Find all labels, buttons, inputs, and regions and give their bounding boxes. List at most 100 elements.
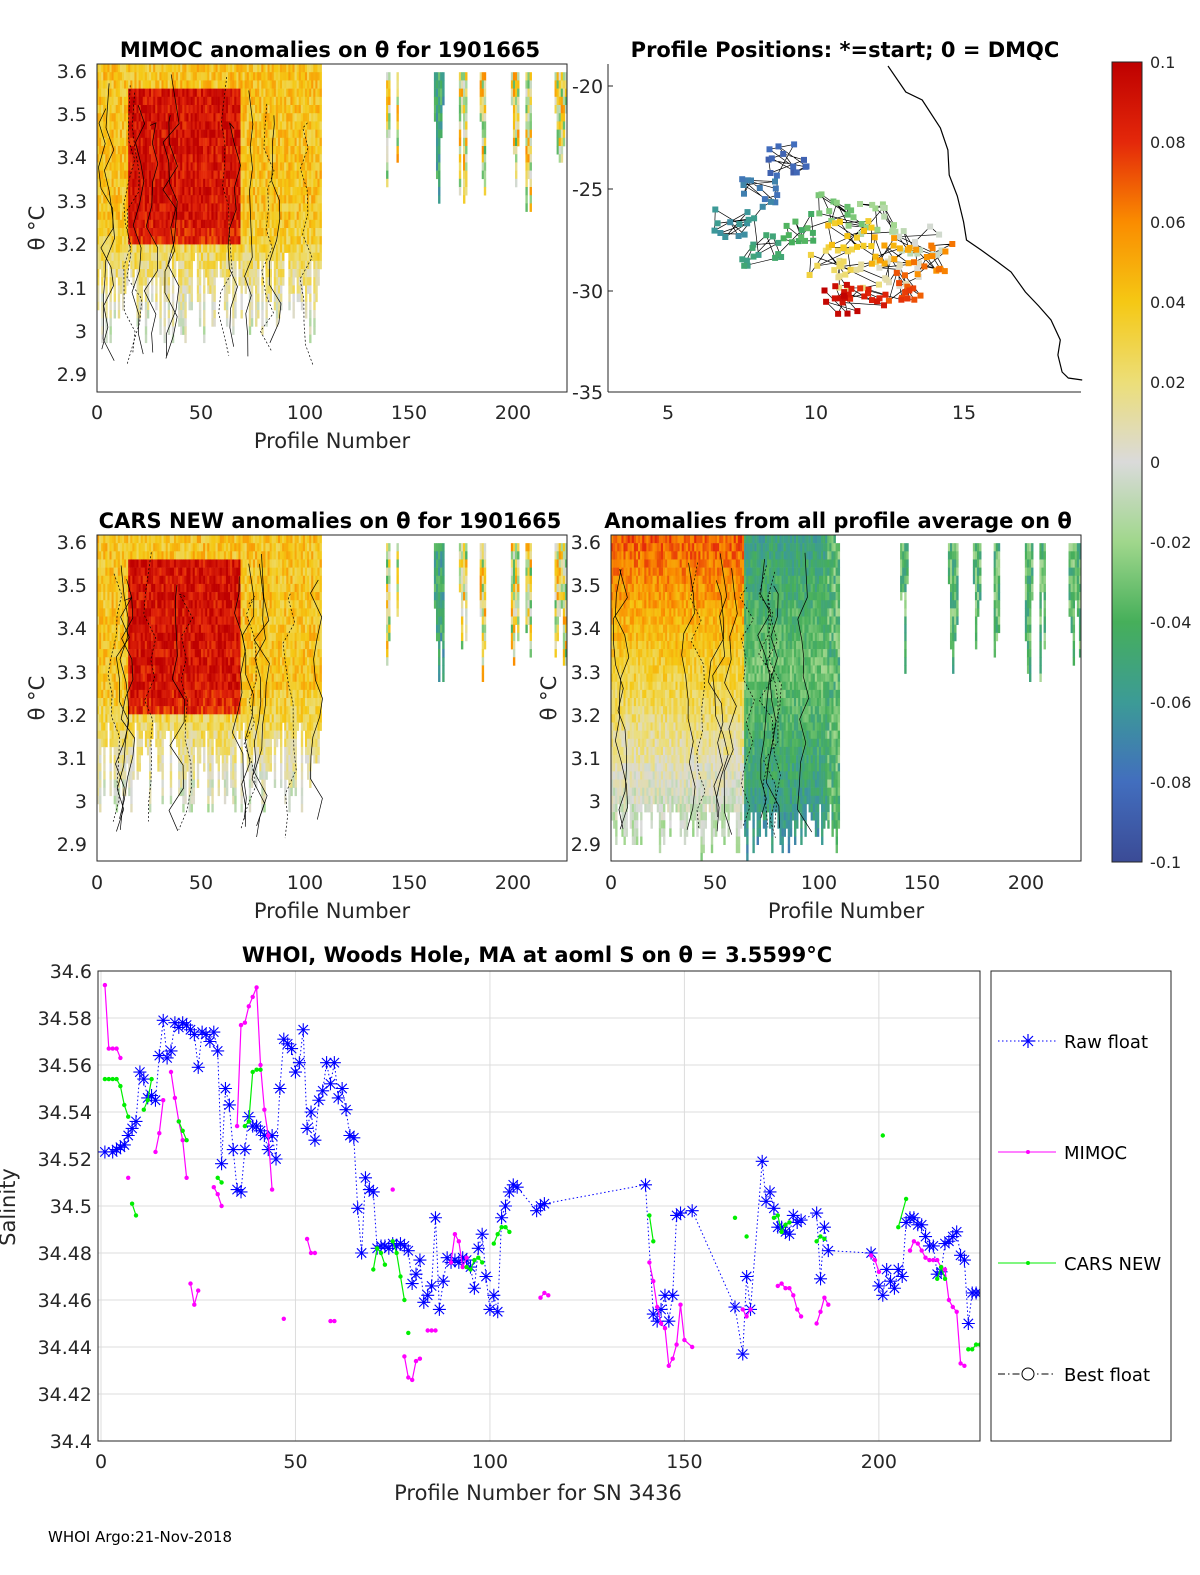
heatmap-cell	[140, 146, 144, 155]
heatmap-cell	[213, 113, 216, 122]
heatmap-cell	[196, 236, 200, 245]
heatmap-cell	[184, 698, 187, 707]
heatmap-cell	[465, 121, 468, 130]
heatmap-cell	[209, 228, 212, 237]
heatmap-cell	[144, 535, 148, 544]
heatmap-cell	[246, 64, 250, 73]
heatmap-cell	[442, 88, 445, 98]
heatmap-cell	[169, 600, 173, 609]
heatmap-cell	[97, 706, 100, 715]
heatmap-cell	[186, 129, 189, 139]
heatmap-cell	[103, 592, 106, 601]
heatmap-cell	[155, 219, 158, 229]
heatmap-cell	[255, 64, 258, 73]
heatmap-cell	[117, 162, 121, 171]
heatmap-cell	[225, 80, 229, 89]
heatmap-cell	[242, 170, 245, 180]
heatmap-cell	[109, 698, 112, 707]
heatmap-cell	[155, 681, 158, 691]
heatmap-cell	[280, 162, 283, 171]
heatmap-cell	[234, 219, 237, 229]
heatmap-cell	[109, 64, 112, 73]
heatmap-cell	[167, 673, 171, 682]
heatmap-cell	[290, 277, 293, 286]
heatmap-cell	[236, 146, 239, 155]
heatmap-cell	[315, 252, 318, 262]
heatmap-cell	[142, 657, 146, 666]
heatmap-cell	[280, 137, 283, 147]
heatmap-cell	[298, 96, 302, 106]
heatmap-cell	[151, 706, 154, 715]
heatmap-cell	[99, 649, 102, 658]
heatmap-cell	[124, 632, 127, 642]
heatmap-cell	[213, 277, 216, 286]
heatmap-cell	[280, 252, 283, 262]
heatmap-cell	[286, 236, 289, 245]
heatmap-cell	[97, 178, 100, 188]
heatmap-cell	[111, 551, 114, 560]
heatmap-cell	[103, 129, 106, 139]
heatmap-cell	[121, 228, 125, 237]
heatmap-cell	[101, 96, 104, 106]
heatmap-cell	[140, 698, 144, 707]
heatmap-cell	[126, 543, 129, 552]
track-point	[885, 297, 892, 304]
heatmap-cell	[440, 113, 443, 122]
heatmap-cell	[228, 285, 231, 294]
heatmap-cell	[319, 96, 322, 106]
heatmap-cell	[284, 203, 287, 212]
heatmap-cell	[386, 137, 389, 147]
heatmap-cell	[188, 228, 191, 237]
heatmap-cell	[234, 105, 237, 114]
heatmap-cell	[317, 236, 320, 245]
heatmap-cell	[165, 665, 169, 674]
heatmap-cell	[130, 105, 133, 114]
heatmap-cell	[159, 113, 162, 122]
heatmap-cell	[144, 673, 148, 682]
heatmap-cell	[155, 673, 158, 682]
heatmap-cell	[286, 162, 289, 171]
heatmap-cell	[182, 698, 185, 707]
heatmap-cell	[121, 714, 125, 723]
heatmap-cell	[560, 80, 564, 89]
heatmap-cell	[221, 96, 225, 106]
heatmap-cell	[169, 211, 173, 221]
heatmap-cell	[115, 681, 119, 691]
heatmap-cell	[296, 154, 300, 163]
heatmap-cell	[176, 738, 179, 748]
heatmap-cell	[242, 236, 245, 245]
heatmap-cell	[117, 722, 121, 731]
heatmap-cell	[180, 640, 183, 650]
heatmap-cell	[257, 187, 260, 196]
heatmap-cell	[396, 137, 399, 147]
heatmap-cell	[159, 746, 162, 756]
heatmap-cell	[115, 203, 119, 212]
heatmap-cell	[248, 236, 252, 245]
heatmap-cell	[182, 714, 185, 723]
heatmap-cell	[115, 121, 119, 130]
heatmap-cell	[99, 260, 102, 270]
heatmap-cell	[182, 129, 185, 139]
heatmap-cell	[225, 260, 229, 270]
heatmap-cell	[296, 96, 300, 106]
heatmap-cell	[113, 746, 117, 756]
heatmap-cell	[286, 121, 289, 130]
heatmap-cell	[167, 310, 171, 319]
heatmap-cell	[203, 162, 206, 171]
heatmap-cell	[117, 551, 121, 560]
heatmap-cell	[261, 228, 264, 237]
heatmap-cell	[236, 80, 239, 89]
heatmap-cell	[238, 170, 241, 180]
heatmap-cell	[130, 178, 133, 188]
heatmap-cell	[138, 600, 141, 609]
heatmap-cell	[271, 64, 275, 73]
heatmap-cell	[169, 146, 173, 155]
heatmap-cell	[223, 113, 227, 122]
heatmap-cell	[255, 285, 258, 294]
heatmap-cell	[99, 195, 102, 204]
heatmap-cell	[296, 72, 300, 81]
heatmap-cell	[186, 146, 189, 155]
heatmap-cell	[97, 543, 100, 552]
heatmap-cell	[115, 551, 119, 560]
heatmap-cell	[138, 211, 141, 221]
